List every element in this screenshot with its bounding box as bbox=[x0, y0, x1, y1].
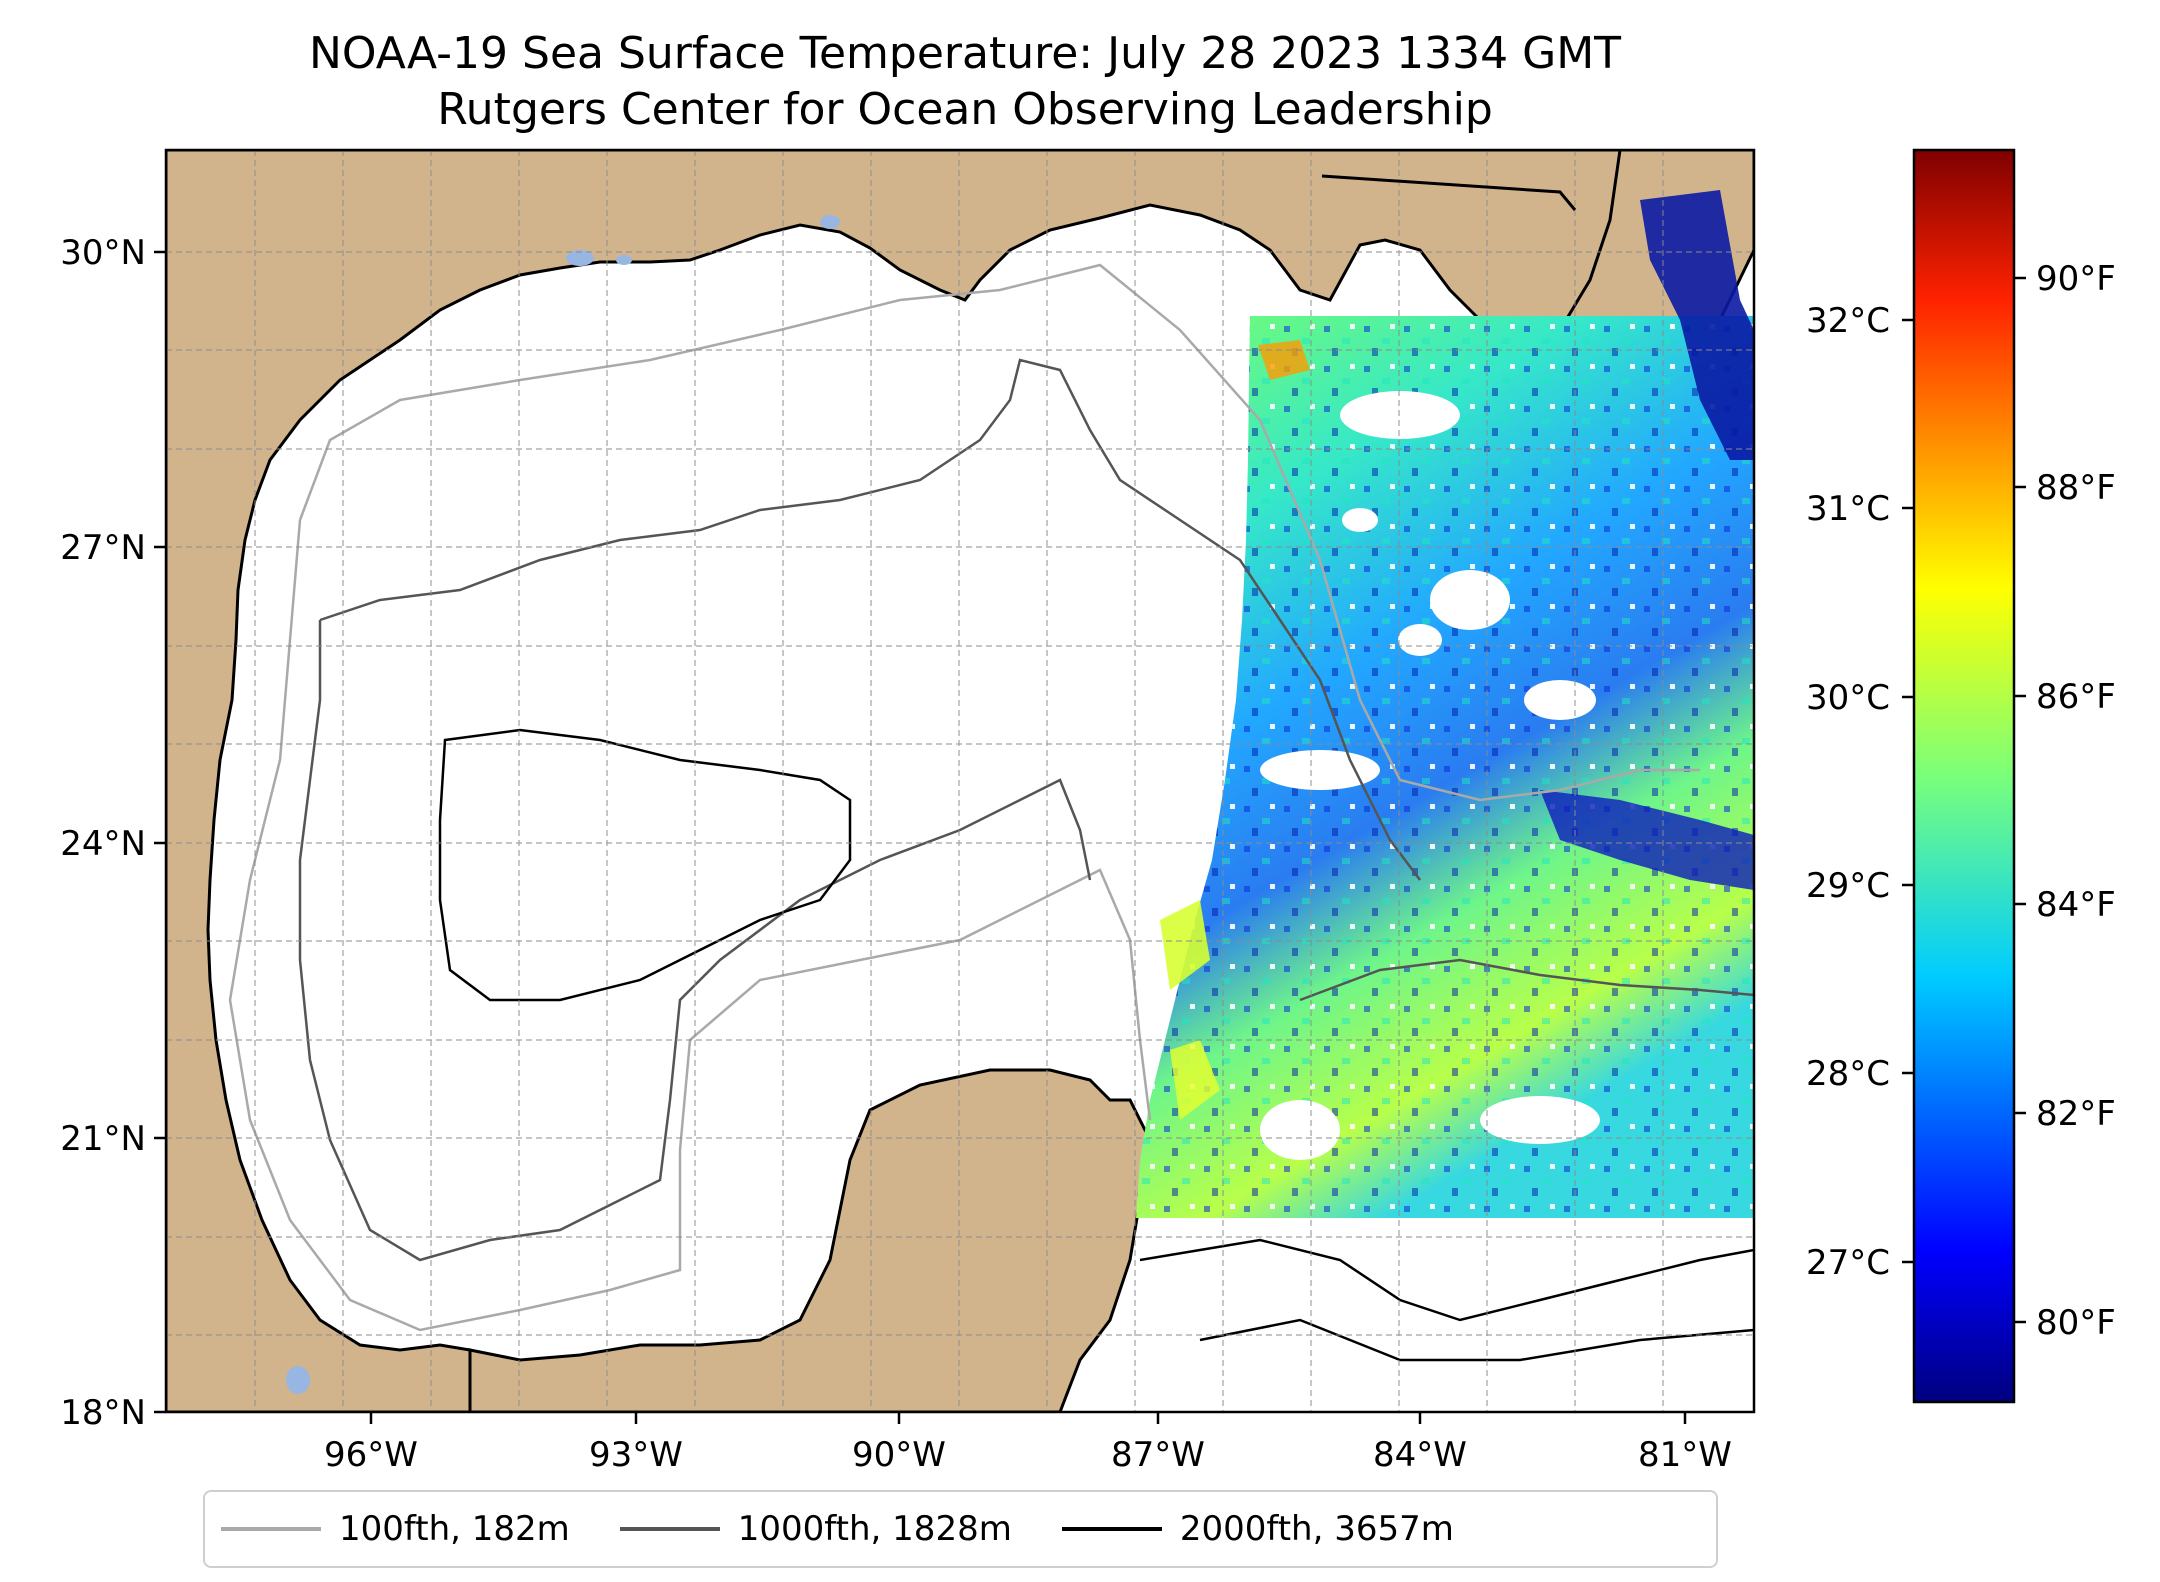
bathymetry-contours bbox=[228, 263, 1754, 1362]
legend-item-100fth: 100fth, 182m bbox=[221, 1509, 570, 1549]
colorbar-tick-27c: 27°C bbox=[1806, 1243, 1890, 1283]
lat-tick-18n: 18°N bbox=[60, 1393, 146, 1433]
lon-tick-81w: 81°W bbox=[1638, 1435, 1732, 1475]
state-border bbox=[1321, 174, 1577, 211]
lat-tick-27n: 27°N bbox=[60, 528, 146, 568]
lon-tick-87w: 87°W bbox=[1111, 1435, 1205, 1475]
contour-legend: 100fth, 182m 1000fth, 1828m 2000fth, 365… bbox=[203, 1490, 1718, 1568]
colorbar-tick-29c: 29°C bbox=[1806, 866, 1890, 906]
colorbar-tick-82f: 82°F bbox=[2036, 1094, 2116, 1134]
legend-label-100fth: 100fth, 182m bbox=[339, 1509, 570, 1549]
sst-patch-atlantic bbox=[1640, 190, 1754, 460]
colorbar-tick-32c: 32°C bbox=[1806, 301, 1890, 341]
lat-tick-24n: 24°N bbox=[60, 824, 146, 864]
colorbar-tick-31c: 31°C bbox=[1806, 489, 1890, 529]
colorbar: 27°C 28°C 29°C 30°C 31°C 32°C 80°F 82°F … bbox=[1806, 148, 2116, 1404]
lat-tick-30n: 30°N bbox=[60, 233, 146, 273]
colorbar-gradient bbox=[1912, 148, 2016, 1404]
colorbar-tick-88f: 88°F bbox=[2036, 468, 2116, 508]
legend-swatch-2000fth bbox=[1061, 1527, 1162, 1531]
map-gridlines bbox=[166, 150, 1754, 1412]
legend-swatch-100fth bbox=[221, 1527, 321, 1531]
map-frame bbox=[164, 148, 1756, 1414]
colorbar-tick-30c: 30°C bbox=[1806, 678, 1890, 718]
lon-tick-93w: 93°W bbox=[589, 1435, 683, 1475]
legend-label-2000fth: 2000fth, 3657m bbox=[1179, 1509, 1454, 1549]
map-axis-ticks bbox=[154, 250, 1687, 1424]
lon-tick-96w: 96°W bbox=[324, 1435, 418, 1475]
colorbar-tick-90f: 90°F bbox=[2036, 259, 2116, 299]
lon-tick-labels: 96°W 93°W 90°W 87°W 84°W 81°W bbox=[324, 1435, 1732, 1475]
map-title-line1: NOAA-19 Sea Surface Temperature: July 28… bbox=[308, 28, 1622, 79]
lat-tick-21n: 21°N bbox=[60, 1119, 146, 1159]
map-title-line2: Rutgers Center for Ocean Observing Leade… bbox=[437, 84, 1493, 135]
colorbar-tick-80f: 80°F bbox=[2036, 1303, 2116, 1343]
legend-item-1000fth: 1000fth, 1828m bbox=[619, 1509, 1012, 1549]
colorbar-tick-28c: 28°C bbox=[1806, 1054, 1890, 1094]
lon-tick-84w: 84°W bbox=[1373, 1435, 1467, 1475]
lat-tick-labels: 30°N 27°N 24°N 21°N 18°N bbox=[60, 233, 146, 1433]
legend-item-2000fth: 2000fth, 3657m bbox=[1061, 1509, 1454, 1549]
colorbar-tick-84f: 84°F bbox=[2036, 885, 2116, 925]
legend-label-1000fth: 1000fth, 1828m bbox=[737, 1509, 1012, 1549]
colorbar-tick-86f: 86°F bbox=[2036, 677, 2116, 717]
legend-swatch-1000fth bbox=[619, 1527, 720, 1531]
lon-tick-90w: 90°W bbox=[852, 1435, 946, 1475]
map-area bbox=[166, 150, 1754, 1412]
